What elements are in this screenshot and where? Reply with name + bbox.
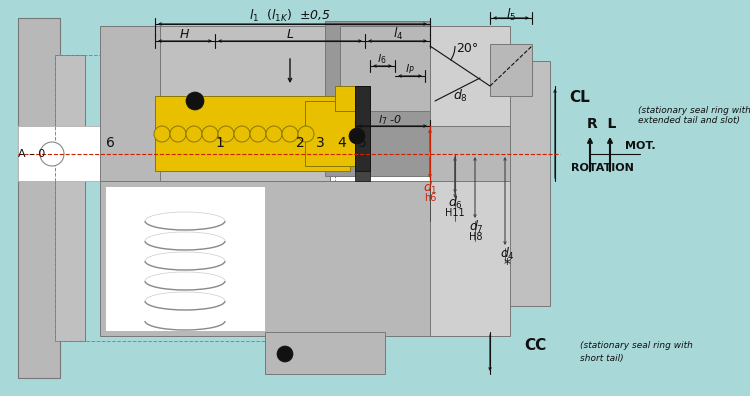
Bar bbox=[355, 171, 370, 181]
Circle shape bbox=[234, 126, 250, 142]
Bar bbox=[505, 61, 550, 306]
Bar bbox=[55, 55, 335, 341]
Text: 20°: 20° bbox=[456, 42, 478, 55]
Text: (stationary seal ring with: (stationary seal ring with bbox=[580, 341, 693, 350]
Circle shape bbox=[349, 128, 365, 144]
Text: 4: 4 bbox=[338, 136, 346, 150]
Text: 6: 6 bbox=[106, 136, 115, 150]
Text: CL: CL bbox=[570, 91, 590, 105]
Text: 1: 1 bbox=[215, 136, 224, 150]
Text: 5: 5 bbox=[358, 136, 366, 150]
Text: A – 0: A – 0 bbox=[18, 149, 46, 159]
Circle shape bbox=[186, 126, 202, 142]
Text: CC: CC bbox=[524, 339, 546, 354]
Text: extended tail and slot): extended tail and slot) bbox=[638, 116, 740, 125]
Circle shape bbox=[154, 126, 170, 142]
Bar bbox=[18, 126, 508, 181]
Bar bbox=[160, 26, 330, 181]
Bar bbox=[55, 55, 85, 341]
Bar bbox=[105, 186, 265, 331]
Text: $L$: $L$ bbox=[286, 27, 294, 40]
Text: MOT.: MOT. bbox=[625, 141, 656, 151]
Bar bbox=[490, 44, 532, 96]
Text: R  L: R L bbox=[587, 117, 616, 131]
Circle shape bbox=[218, 126, 234, 142]
Bar bbox=[325, 21, 430, 176]
Text: $l_1$  $(l_{1K})$  ±0,5: $l_1$ $(l_{1K})$ ±0,5 bbox=[249, 8, 331, 24]
Text: $l_5$: $l_5$ bbox=[506, 7, 516, 23]
Circle shape bbox=[277, 346, 293, 362]
Text: $H$: $H$ bbox=[179, 27, 190, 40]
Text: H11: H11 bbox=[446, 208, 465, 218]
Text: 2: 2 bbox=[296, 136, 304, 150]
Circle shape bbox=[250, 126, 266, 142]
Bar bbox=[100, 181, 430, 336]
Bar bbox=[340, 26, 430, 111]
Bar bbox=[430, 26, 510, 336]
Circle shape bbox=[40, 142, 64, 166]
Text: h6: h6 bbox=[424, 193, 436, 203]
Text: ROTATION: ROTATION bbox=[571, 163, 634, 173]
Bar bbox=[305, 101, 360, 166]
Bar bbox=[355, 86, 370, 171]
Bar bbox=[430, 126, 510, 181]
Circle shape bbox=[186, 92, 204, 110]
Text: $d_1$: $d_1$ bbox=[423, 180, 437, 196]
Text: $l_P$: $l_P$ bbox=[405, 62, 415, 76]
Circle shape bbox=[266, 126, 282, 142]
Text: $l_7$ -0: $l_7$ -0 bbox=[378, 113, 402, 127]
Text: (stationary seal ring with: (stationary seal ring with bbox=[638, 106, 750, 115]
Text: short tail): short tail) bbox=[580, 354, 624, 362]
Text: $l_6$: $l_6$ bbox=[377, 52, 387, 66]
Bar bbox=[335, 86, 360, 111]
Bar bbox=[18, 18, 60, 378]
Bar bbox=[100, 26, 165, 181]
Circle shape bbox=[298, 126, 314, 142]
Bar bbox=[265, 332, 385, 374]
Text: $d_7$: $d_7$ bbox=[469, 219, 484, 235]
Text: $l_4$: $l_4$ bbox=[393, 26, 404, 42]
Text: $d_8$: $d_8$ bbox=[452, 88, 467, 104]
Bar bbox=[18, 126, 508, 181]
Circle shape bbox=[282, 126, 298, 142]
Text: $d_6$: $d_6$ bbox=[448, 195, 463, 211]
Text: $d_4$: $d_4$ bbox=[500, 246, 514, 262]
Text: *: * bbox=[503, 257, 511, 271]
Text: H8: H8 bbox=[470, 232, 483, 242]
Circle shape bbox=[202, 126, 218, 142]
Text: 3: 3 bbox=[316, 136, 324, 150]
Bar bbox=[155, 96, 350, 171]
Circle shape bbox=[170, 126, 186, 142]
